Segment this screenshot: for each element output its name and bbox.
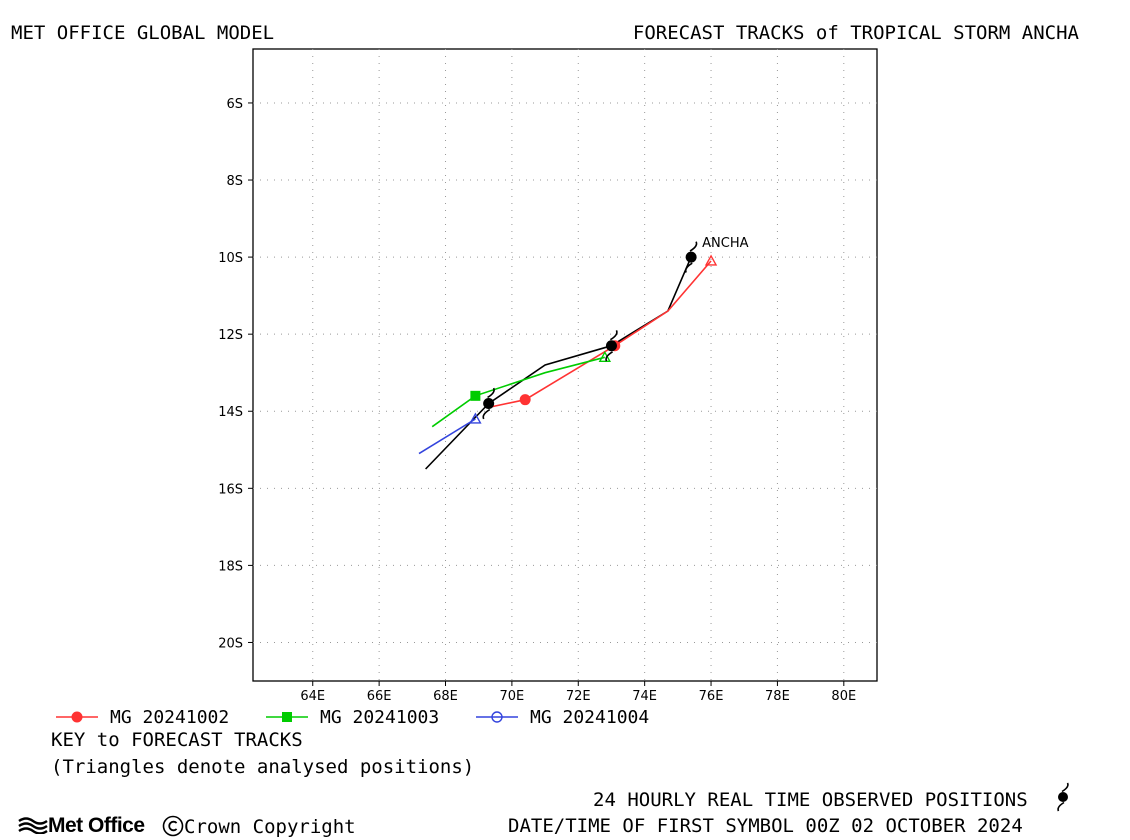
y-tick-label: 14S	[218, 405, 243, 420]
storm-symbol-arm-top	[487, 387, 495, 399]
analysed-position-mg-20241004	[469, 412, 482, 424]
met-office-logo: Met Office	[18, 814, 145, 838]
storm-symbol-core	[685, 251, 697, 263]
legend-label-mg-20241002: MG 20241002	[110, 707, 230, 728]
storm-symbol-arm-bottom	[605, 351, 613, 362]
storm-symbol-arm-top	[689, 241, 698, 252]
copyright-text: Crown Copyright	[184, 816, 356, 838]
x-tick-label: 72E	[566, 689, 591, 704]
observed-position-storm-icon	[684, 241, 698, 273]
x-tick-label: 78E	[765, 689, 790, 704]
met-office-waves-icon	[18, 817, 48, 835]
legend-marker	[282, 712, 292, 722]
analysed-position-mg-20241002	[704, 254, 718, 266]
y-tick-label: 20S	[218, 636, 243, 651]
storm-symbol-arm-top	[1061, 782, 1069, 793]
storm-symbol-core	[1058, 792, 1068, 802]
y-tick-label: 8S	[226, 174, 243, 189]
copyright-notice: Crown Copyright	[162, 815, 356, 838]
track-mg-20241002	[488, 260, 712, 409]
tropical-storm-symbol-icon	[1057, 782, 1069, 812]
y-tick-label: 12S	[218, 328, 243, 343]
track-marker-mg-20241002	[519, 394, 531, 406]
copyright-circle-icon	[162, 815, 184, 837]
storm-symbol-arm-bottom	[684, 262, 693, 273]
storm-symbol-core	[483, 398, 495, 410]
storm-symbol-arm-bottom	[482, 408, 491, 420]
legend-marker	[491, 711, 503, 723]
model-title: MET OFFICE GLOBAL MODEL	[11, 22, 275, 44]
key-title: KEY to FORECAST TRACKS	[51, 729, 303, 751]
x-tick-label: 64E	[300, 689, 325, 704]
track-marker-mg-20241003	[470, 390, 481, 401]
observed-forecast-track	[425, 256, 692, 470]
storm-name-label: ANCHA	[702, 236, 748, 251]
storm-symbol-core	[605, 340, 617, 352]
storm-symbol-arm-bottom	[1057, 801, 1065, 812]
x-tick-label: 80E	[831, 689, 856, 704]
track-mg-20241003	[431, 356, 605, 428]
observed-position-storm-icon	[605, 329, 618, 362]
key-note: (Triangles denote analysed positions)	[51, 756, 475, 778]
legend-label-mg-20241003: MG 20241003	[320, 707, 440, 728]
track-mg-20241004	[418, 418, 476, 455]
storm-symbol-arm-top	[609, 329, 618, 341]
x-tick-label: 66E	[367, 689, 392, 704]
chart-title: FORECAST TRACKS of TROPICAL STORM ANCHA	[632, 22, 1079, 44]
observed-positions-label: 24 HOURLY REAL TIME OBSERVED POSITIONS	[593, 789, 1028, 811]
x-tick-label: 68E	[433, 689, 458, 704]
x-tick-label: 74E	[632, 689, 657, 704]
x-tick-label: 76E	[699, 689, 724, 704]
met-office-logo-text: Met Office	[48, 814, 145, 837]
y-tick-label: 16S	[218, 482, 243, 497]
x-tick-label: 70E	[500, 689, 525, 704]
y-tick-label: 10S	[218, 251, 243, 266]
observed-position-storm-icon	[482, 387, 495, 420]
y-tick-label: 6S	[226, 97, 243, 112]
legend-label-mg-20241004: MG 20241004	[530, 707, 650, 728]
legend-marker	[71, 711, 83, 723]
map-frame	[252, 48, 878, 682]
first-symbol-datetime: DATE/TIME OF FIRST SYMBOL 00Z 02 OCTOBER…	[508, 815, 1023, 837]
y-tick-label: 18S	[218, 559, 243, 574]
